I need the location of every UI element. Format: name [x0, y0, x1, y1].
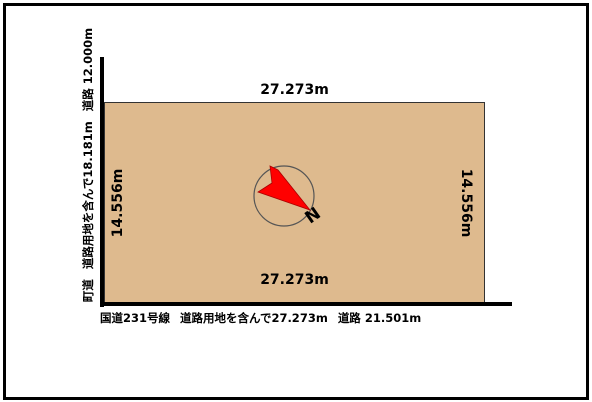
left-road-width: 道路 12.000m — [81, 27, 95, 112]
bottom-road-width-with-land: 道路用地を含んで27.273m — [180, 311, 328, 325]
bottom-road-description: 国道231号線 道路用地を含んで27.273m 道路 21.501m — [100, 310, 421, 326]
left-road-name: 町道 — [81, 279, 95, 303]
north-compass-icon: N — [253, 165, 325, 228]
compass-arrow-icon — [257, 165, 312, 211]
left-road-width-with-land: 道路用地を含んで18.181m — [81, 121, 95, 270]
left-road-line — [100, 57, 104, 307]
left-road-description: 町道 道路用地を含んで18.181m 道路 12.000m — [80, 28, 96, 302]
bottom-road-line — [100, 302, 512, 306]
bottom-road-name: 国道231号線 — [100, 311, 171, 325]
bottom-road-width: 道路 21.501m — [337, 311, 422, 325]
bottom-dimension-label: 27.273m — [260, 272, 329, 288]
left-dimension-label: 14.556m — [110, 168, 126, 238]
top-dimension-label: 27.273m — [260, 82, 329, 98]
right-dimension-label: 14.556m — [458, 168, 474, 238]
